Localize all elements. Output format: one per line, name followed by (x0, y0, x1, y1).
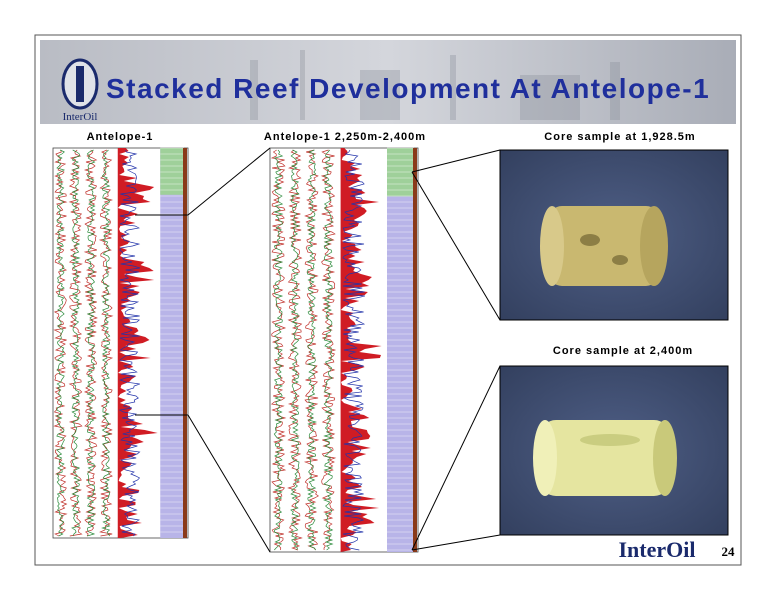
log-trace (68, 149, 83, 537)
lith-column (160, 148, 184, 538)
panel-label: Core sample at 1,928.5m (544, 131, 695, 143)
log-trace (86, 149, 96, 537)
log-trace (273, 149, 284, 551)
header-logo: InterOil (63, 111, 98, 123)
connectors (187, 147, 501, 553)
log-trace (118, 149, 141, 537)
log-fill (340, 148, 382, 552)
log-trace (71, 149, 81, 537)
header-banner (40, 40, 736, 124)
log-trace (270, 149, 287, 551)
lith-strip (183, 148, 187, 538)
log-trace (320, 149, 337, 551)
lith-top (160, 148, 184, 195)
panel-label: Antelope-1 2,250m-2,400m (264, 131, 426, 143)
log-fill (117, 148, 158, 538)
log-trace (101, 149, 111, 537)
slide-title: Stacked Reef Development At Antelope-1 (106, 73, 710, 104)
page-number: 24 (722, 544, 736, 559)
core-photo-1 (499, 149, 729, 321)
panel-label: Core sample at 2,400m (553, 345, 693, 357)
lith-column (387, 148, 414, 552)
logo-bar (76, 66, 84, 102)
log-trace (290, 149, 300, 551)
log-trace (306, 149, 318, 551)
log-trace (323, 149, 334, 551)
well-log-full (52, 147, 189, 539)
log-trace (342, 149, 366, 551)
lith-strip (413, 148, 417, 552)
log-trace (98, 149, 114, 537)
banner-plant (250, 50, 620, 120)
lith-top (387, 148, 414, 197)
log-trace (56, 149, 65, 537)
footer-logo: InterOil (619, 537, 696, 562)
panel-label: Antelope-1 (87, 131, 154, 143)
core-photo-2 (499, 365, 729, 536)
log-trace (53, 149, 68, 537)
well-log-zoom (269, 147, 419, 553)
